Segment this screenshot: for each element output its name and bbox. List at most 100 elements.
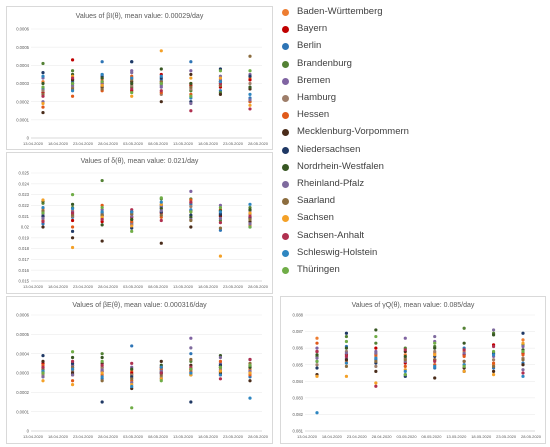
data-point xyxy=(491,328,496,332)
data-point xyxy=(374,359,378,363)
data-point xyxy=(248,208,252,212)
data-point xyxy=(100,76,104,80)
data-point xyxy=(130,87,134,91)
data-point xyxy=(248,107,252,111)
data-point xyxy=(218,210,223,214)
data-point xyxy=(100,363,104,367)
data-point xyxy=(130,76,134,80)
x-tick-label: 13.05.2020 xyxy=(446,434,467,439)
data-point xyxy=(159,371,163,375)
y-tick-label: 0.023 xyxy=(19,192,30,197)
data-point xyxy=(159,196,163,200)
x-tick-label: 03.05.2020 xyxy=(123,434,144,439)
data-point xyxy=(159,241,163,245)
data-point xyxy=(100,210,104,214)
chart-panel-beta-e: Values of βE(θ), mean value: 0.000316/da… xyxy=(6,296,273,444)
y-tick-label: 0.0005 xyxy=(16,332,29,337)
y-tick-label: 0.015 xyxy=(19,279,30,284)
legend-marker xyxy=(282,267,289,274)
data-point xyxy=(70,236,75,240)
data-point xyxy=(130,81,134,86)
x-tick-label: 13.04.2020 xyxy=(23,434,44,439)
x-tick-label: 28.05.2020 xyxy=(248,141,269,146)
data-point xyxy=(344,331,349,335)
x-tick-label: 03.05.2020 xyxy=(123,141,144,146)
data-point xyxy=(189,352,193,356)
legend-marker xyxy=(282,77,289,85)
data-point xyxy=(374,341,378,345)
legend-label: Niedersachsen xyxy=(297,143,361,155)
y-tick-label: 0.0003 xyxy=(16,81,29,86)
y-tick-label: 0.0006 xyxy=(16,27,29,32)
data-point xyxy=(344,374,349,378)
data-point xyxy=(315,336,319,340)
data-point xyxy=(344,364,349,368)
data-point xyxy=(491,361,496,365)
data-point xyxy=(100,80,104,84)
legend-marker xyxy=(282,198,289,206)
data-point xyxy=(315,363,319,367)
data-point xyxy=(70,225,75,229)
data-point xyxy=(189,200,193,204)
y-tick-label: 0.0004 xyxy=(16,351,29,356)
data-point xyxy=(189,76,193,80)
data-point xyxy=(248,217,252,222)
data-point xyxy=(491,373,496,377)
data-point xyxy=(41,105,45,109)
y-tick-label: 0.022 xyxy=(19,203,30,208)
data-point xyxy=(403,348,407,352)
data-point xyxy=(100,217,104,222)
data-point xyxy=(189,109,193,113)
y-tick-label: 0.025 xyxy=(19,171,30,176)
data-point xyxy=(70,379,75,383)
data-point xyxy=(315,353,319,357)
x-tick-label: 18.04.2020 xyxy=(48,284,69,289)
chart-beta-i-plot: 0 0.0001 0.0002 0.0003 0.0004 0.0005 0.0006 13.… xyxy=(16,27,269,146)
data-point xyxy=(218,69,223,73)
data-point xyxy=(159,67,163,71)
data-point xyxy=(130,210,134,214)
data-point xyxy=(403,354,407,359)
y-tick-label: 0.019 xyxy=(19,235,30,240)
data-point xyxy=(433,334,437,339)
data-point xyxy=(70,69,75,73)
data-point xyxy=(218,205,223,210)
data-point xyxy=(41,61,45,66)
data-point xyxy=(41,110,45,115)
x-tick-label: 13.04.2020 xyxy=(23,284,44,289)
data-point xyxy=(344,339,349,344)
x-tick-label: 13.05.2020 xyxy=(173,434,194,439)
y-tick-label: 0.085 xyxy=(293,362,304,367)
y-tick-label: 0.024 xyxy=(19,181,30,186)
x-tick-label: 28.04.2020 xyxy=(98,284,119,289)
data-point xyxy=(41,94,45,98)
data-point xyxy=(189,210,193,214)
data-point xyxy=(248,202,252,206)
data-point xyxy=(491,364,496,368)
chart-beta-e-plot: 0 0.0001 0.0002 0.0003 0.0004 0.0005 0.0006 13.… xyxy=(16,313,269,439)
x-tick-label: 18.04.2020 xyxy=(48,434,69,439)
data-point xyxy=(100,72,104,77)
data-point xyxy=(41,359,45,363)
data-point xyxy=(189,101,193,106)
data-point xyxy=(100,60,104,64)
data-point xyxy=(218,369,223,373)
x-tick-label: 23.04.2020 xyxy=(347,434,368,439)
data-point xyxy=(159,218,163,223)
data-point xyxy=(100,379,104,383)
data-point xyxy=(70,211,75,215)
data-point xyxy=(462,364,466,368)
x-tick-label: 13.04.2020 xyxy=(23,141,44,146)
data-point xyxy=(130,90,134,95)
data-point xyxy=(521,358,525,362)
legend-marker xyxy=(282,9,289,16)
data-point xyxy=(433,353,437,357)
data-point xyxy=(70,245,75,250)
data-point xyxy=(521,371,525,375)
chart-delta-plot: 0.015 0.016 0.017 0.018 0.019 0.02 0.021 0.022 0… xyxy=(19,171,269,289)
data-point xyxy=(248,103,252,107)
x-tick-label: 18.05.2020 xyxy=(198,141,219,146)
y-tick-label: 0.0002 xyxy=(16,390,29,395)
data-point xyxy=(491,349,496,354)
data-point xyxy=(248,98,252,102)
